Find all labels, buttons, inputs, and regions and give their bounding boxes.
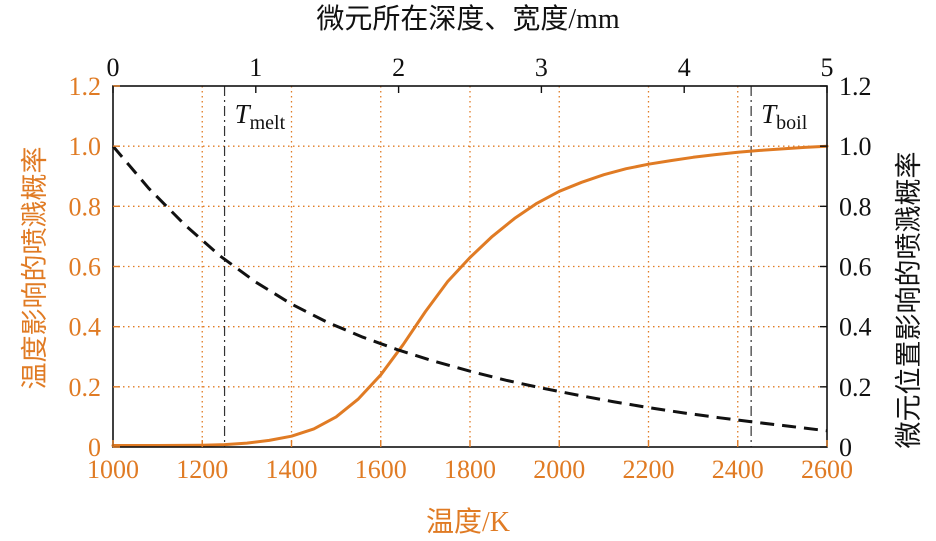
right-tick-label: 0 bbox=[839, 433, 852, 462]
axes: 1000 1200 1400 1600 1800 2000 2200 2400 260000.2… bbox=[69, 53, 872, 484]
marker-subscript: boil bbox=[776, 112, 808, 134]
left-axis-label: 温度影响的喷溅概率 bbox=[20, 147, 50, 390]
marker-label-boil: Tboil bbox=[761, 99, 808, 134]
top-tick-label: 4 bbox=[678, 53, 691, 82]
right-axis-label: 微元位置影响的喷溅概率 bbox=[894, 152, 924, 449]
bottom-tick-label: 1800 bbox=[444, 455, 496, 484]
left-tick-label: 1.2 bbox=[69, 72, 102, 101]
marker-label-melt: Tmelt bbox=[235, 99, 286, 134]
bottom-axis-label: 温度/K bbox=[426, 506, 510, 538]
position-probability-line bbox=[111, 145, 828, 433]
series-lines bbox=[111, 144, 829, 447]
bottom-tick-label: 1400 bbox=[266, 455, 318, 484]
right-tick-label: 1.0 bbox=[839, 132, 872, 161]
left-tick-label: 0.8 bbox=[69, 192, 102, 221]
top-tick-label: 5 bbox=[821, 53, 834, 82]
left-tick-label: 1.0 bbox=[69, 132, 102, 161]
top-tick-label: 1 bbox=[249, 53, 262, 82]
bottom-tick-label: 1600 bbox=[355, 455, 407, 484]
top-tick-label: 3 bbox=[535, 53, 548, 82]
right-tick-label: 1.2 bbox=[839, 72, 872, 101]
right-tick-label: 0.2 bbox=[839, 373, 872, 402]
grid bbox=[113, 86, 827, 447]
right-tick-label: 0.4 bbox=[839, 313, 872, 342]
bottom-tick-label: 2200 bbox=[623, 455, 675, 484]
top-tick-label: 2 bbox=[392, 53, 405, 82]
marker-subscript: melt bbox=[250, 112, 286, 134]
left-tick-label: 0.2 bbox=[69, 373, 102, 402]
temperature-markers: Tmelt Tboil bbox=[223, 86, 808, 447]
marker-symbol: T bbox=[761, 99, 778, 129]
marker-symbol: T bbox=[235, 99, 252, 129]
bottom-tick-label: 1000 bbox=[87, 455, 139, 484]
bottom-tick-label: 2400 bbox=[712, 455, 764, 484]
bottom-tick-label: 1200 bbox=[176, 455, 228, 484]
left-tick-label: 0.4 bbox=[69, 313, 102, 342]
left-tick-label: 0.6 bbox=[69, 253, 102, 282]
top-tick-label: 0 bbox=[107, 53, 120, 82]
bottom-tick-label: 2600 bbox=[801, 455, 853, 484]
temperature-probability-line bbox=[111, 144, 829, 447]
bottom-tick-label: 2000 bbox=[533, 455, 585, 484]
right-tick-label: 0.6 bbox=[839, 253, 872, 282]
left-tick-label: 0 bbox=[88, 433, 101, 462]
top-axis-label: 微元所在深度、宽度/mm bbox=[316, 3, 620, 35]
right-tick-label: 0.8 bbox=[839, 192, 872, 221]
